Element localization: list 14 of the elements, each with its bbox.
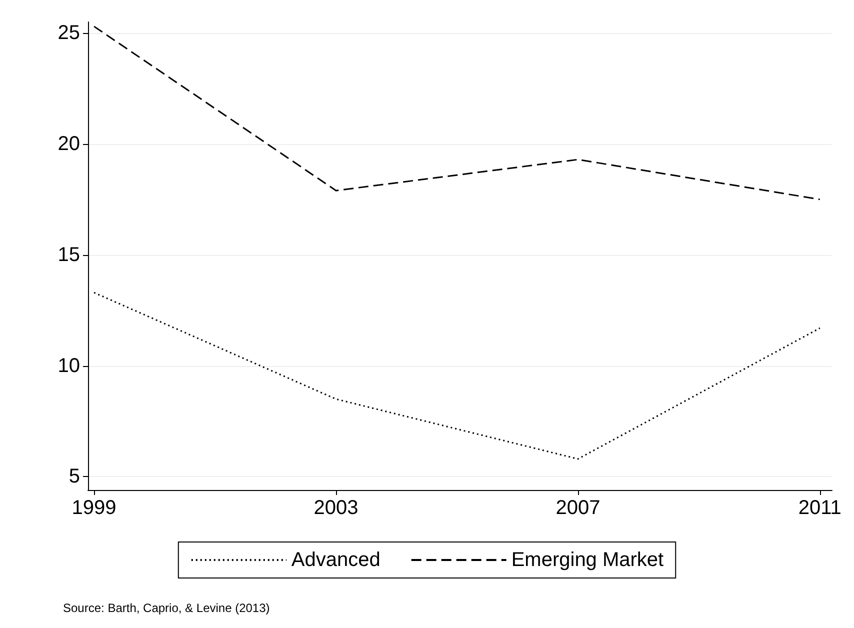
- y-tick-label: 25: [58, 22, 80, 44]
- x-tick-label: 2003: [314, 497, 358, 519]
- y-tick-label: 20: [58, 132, 80, 155]
- y-tick-label: 10: [58, 354, 80, 377]
- x-tick-label: 2007: [556, 497, 600, 519]
- legend-label: Advanced: [291, 549, 380, 571]
- source-note: Source: Barth, Caprio, & Levine (2013): [63, 601, 270, 615]
- y-tick-label: 15: [58, 244, 80, 266]
- x-tick-label: 2011: [798, 497, 842, 519]
- y-tick-label: 5: [68, 466, 80, 488]
- x-tick-label: 1999: [72, 497, 116, 519]
- legend-label: Emerging Market: [511, 549, 664, 571]
- line-series: [93, 292, 821, 460]
- line-series: [93, 26, 821, 200]
